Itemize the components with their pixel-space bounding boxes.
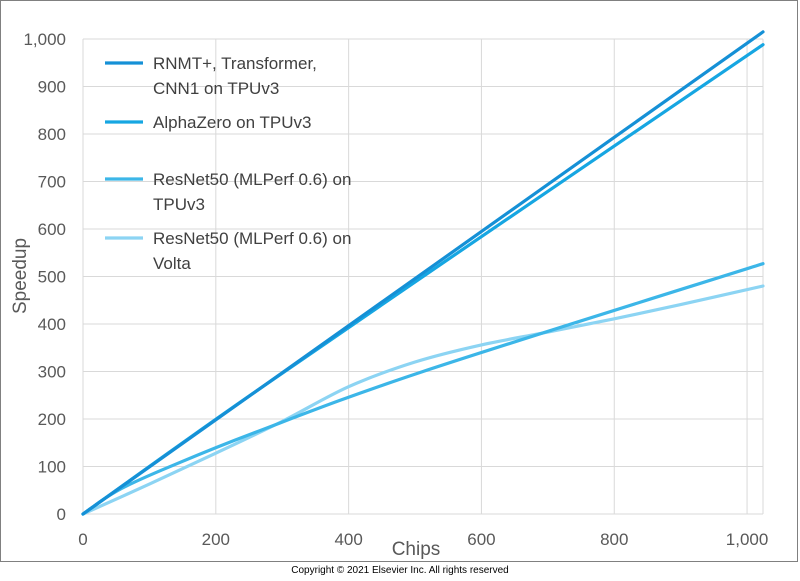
series-line-2 (81, 262, 765, 516)
series-lines (81, 30, 765, 516)
y-tick-label: 300 (38, 363, 66, 382)
legend-label-3: Volta (153, 254, 191, 273)
legend-label-1: AlphaZero on TPUv3 (153, 113, 311, 132)
legend-label-0: RNMT+, Transformer, (153, 54, 317, 73)
y-tick-label: 400 (38, 315, 66, 334)
chart-frame: 0 200 400 600 800 1,000 0 100 200 300 400 500 600 70… (0, 0, 798, 562)
y-tick-label: 500 (38, 268, 66, 287)
copyright-notice: Copyright © 2021 Elsevier Inc. All right… (291, 565, 509, 576)
y-tick-label: 600 (38, 220, 66, 239)
x-axis-title: Chips (392, 539, 441, 560)
y-tick-label: 700 (38, 173, 66, 192)
y-tick-label: 100 (38, 458, 66, 477)
y-tick-label: 1,000 (23, 30, 66, 49)
y-tick-labels: 0 100 200 300 400 500 600 700 800 900 1,000 (23, 30, 66, 524)
legend: RNMT+, Transformer, CNN1 on TPUv3 AlphaZer… (105, 54, 351, 273)
series-line-0 (81, 30, 765, 516)
y-tick-label: 800 (38, 125, 66, 144)
y-tick-label: 900 (38, 78, 66, 97)
legend-label-0: CNN1 on TPUv3 (153, 79, 279, 98)
x-tick-label: 1,000 (726, 530, 769, 549)
chart-svg: 0 200 400 600 800 1,000 0 100 200 300 400 500 600 70… (10, 30, 768, 560)
x-tick-labels: 0 200 400 600 800 1,000 (78, 530, 768, 549)
x-tick-label: 800 (600, 530, 628, 549)
x-tick-label: 600 (467, 530, 495, 549)
x-tick-label: 400 (334, 530, 362, 549)
legend-label-2: ResNet50 (MLPerf 0.6) on (153, 170, 351, 189)
y-tick-label: 0 (57, 505, 66, 524)
series-line-3 (81, 284, 765, 516)
legend-label-2: TPUv3 (153, 195, 205, 214)
y-axis-title: Speedup (10, 238, 31, 314)
x-tick-label: 200 (202, 530, 230, 549)
y-tick-label: 200 (38, 410, 66, 429)
x-tick-label: 0 (78, 530, 87, 549)
legend-label-3: ResNet50 (MLPerf 0.6) on (153, 229, 351, 248)
